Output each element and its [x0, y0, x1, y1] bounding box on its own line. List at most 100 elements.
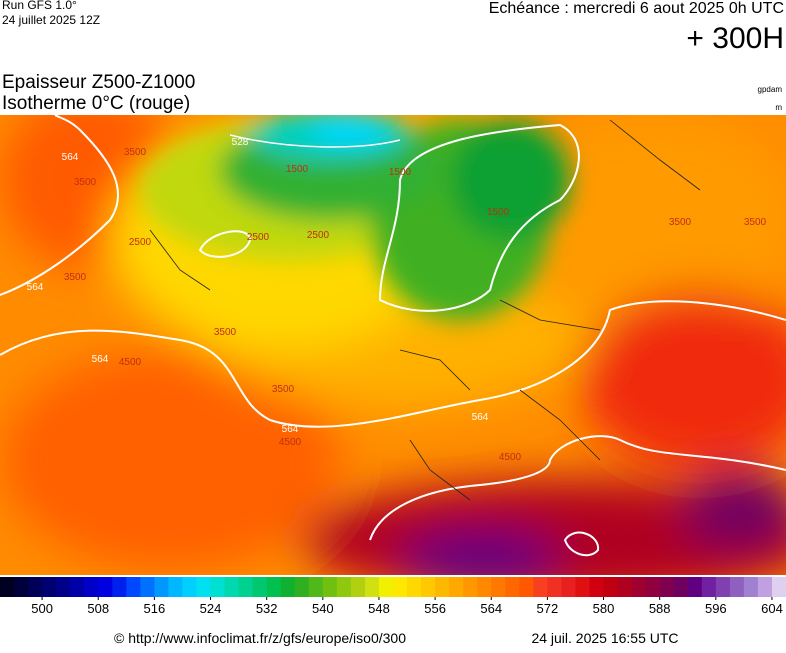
- colorbar-swatch: [196, 577, 212, 597]
- colorbar-swatch: [533, 577, 548, 597]
- colorbar-swatch: [757, 577, 773, 597]
- colorbar-swatch: [378, 577, 394, 597]
- contour-label: 4500: [119, 357, 142, 368]
- colorbar-tick-label: 580: [593, 601, 615, 616]
- contour-label: 4500: [499, 452, 522, 463]
- colorbar-swatch: [589, 577, 605, 597]
- colorbar-swatch: [322, 577, 338, 597]
- contour-label: 564: [62, 152, 79, 163]
- contour-label: 2500: [247, 232, 270, 243]
- contour-label: 3500: [74, 177, 97, 188]
- contour-label: 564: [472, 412, 489, 423]
- colorbar-swatch: [112, 577, 127, 597]
- colorbar-tick-label: 508: [87, 601, 109, 616]
- valid-time: Echéance : mercredi 6 aout 2025 0h UTC: [489, 0, 784, 17]
- map: 564 564 564 564 564 528 3500 3500 3500 3500 3500 25…: [0, 115, 786, 575]
- contour-label: 564: [27, 282, 44, 293]
- colorbar-tick-label: 556: [424, 601, 446, 616]
- colorbar-swatch: [729, 577, 745, 597]
- colorbar-swatch: [350, 577, 366, 597]
- run-date: 24 juillet 2025 12Z: [2, 13, 100, 27]
- colorbar-swatch: [393, 577, 408, 597]
- colorbar-swatch: [14, 577, 29, 597]
- contour-label: 2500: [307, 230, 330, 241]
- colorbar-swatch: [126, 577, 141, 597]
- colorbar-swatch: [659, 577, 675, 597]
- colorbar-swatch: [70, 577, 85, 597]
- colorbar-swatch: [575, 577, 590, 597]
- colorbar-tick-label: 532: [256, 601, 278, 616]
- colorbar-swatch: [364, 577, 380, 597]
- colorbar-tick-label: 604: [761, 601, 783, 616]
- contour-label: 1500: [389, 167, 412, 178]
- colorbar-swatch: [210, 577, 226, 597]
- colorbar-tick-label: 516: [144, 601, 166, 616]
- colorbar-swatch: [84, 577, 99, 597]
- contour-label: 1500: [286, 164, 309, 175]
- colorbar-tick-label: 524: [200, 601, 222, 616]
- colorbar-swatch: [701, 577, 717, 597]
- colorbar-swatch: [56, 577, 71, 597]
- contour-label: 528: [232, 137, 249, 148]
- colorbar-swatch: [252, 577, 268, 597]
- colorbar-swatch: [491, 577, 506, 597]
- colorbar-swatch: [407, 577, 422, 597]
- title-isotherm: Isotherme 0°C (rouge): [2, 93, 190, 114]
- colorbar-tick-label: 540: [312, 601, 334, 616]
- colorbar-tick-label: 588: [649, 601, 671, 616]
- run-label: Run GFS 1.0°: [2, 0, 77, 12]
- colorbar-swatch: [687, 577, 703, 597]
- unit-m: m: [775, 103, 782, 112]
- colorbar-swatch: [505, 577, 520, 597]
- contour-label: 4500: [279, 437, 302, 448]
- colorbar-swatch: [238, 577, 254, 597]
- colorbar-swatch: [421, 577, 436, 597]
- colorbar-swatch: [168, 577, 183, 597]
- contour-label: 3500: [124, 147, 147, 158]
- lead-time: + 300H: [686, 22, 784, 55]
- colorbar-swatch: [266, 577, 282, 597]
- colorbar-swatch: [154, 577, 169, 597]
- colorbar-swatch: [645, 577, 661, 597]
- contour-label: 3500: [669, 217, 692, 228]
- colorbar-tick-label: 500: [31, 601, 53, 616]
- colorbar-swatch: [98, 577, 113, 597]
- colorbar-swatch: [617, 577, 633, 597]
- colorbar-tick-label: 596: [705, 601, 727, 616]
- colorbar-swatch: [435, 577, 450, 597]
- colorbar-swatch: [715, 577, 731, 597]
- colorbar-swatch: [0, 577, 15, 597]
- contour-label: 2500: [129, 237, 152, 248]
- colorbar-swatch: [561, 577, 576, 597]
- contour-label: 3500: [214, 327, 237, 338]
- colorbar-swatch: [28, 577, 43, 597]
- colorbar-swatch: [42, 577, 57, 597]
- contour-label: 564: [282, 424, 299, 435]
- footer-generated: 24 juil. 2025 16:55 UTC: [531, 630, 678, 646]
- colorbar-tick-label: 564: [480, 601, 502, 616]
- unit-gpdam: gpdam: [758, 85, 783, 94]
- colorbar-swatch: [603, 577, 619, 597]
- colorbar-swatch: [336, 577, 352, 597]
- colorbar-swatch: [308, 577, 324, 597]
- title-thickness: Epaisseur Z500-Z1000: [2, 72, 195, 93]
- colorbar-swatch: [743, 577, 759, 597]
- colorbar-swatch: [519, 577, 534, 597]
- colorbar-swatch: [547, 577, 562, 597]
- contour-label: 564: [92, 354, 109, 365]
- colorbar-swatch: [280, 577, 296, 597]
- colorbar-swatch: [477, 577, 492, 597]
- contour-label: 3500: [64, 272, 87, 283]
- colorbar-swatch: [463, 577, 478, 597]
- contour-label: 3500: [744, 217, 767, 228]
- colorbar-swatch: [449, 577, 464, 597]
- colorbar-swatch: [673, 577, 689, 597]
- contour-label: 3500: [272, 384, 295, 395]
- colorbar-tick-label: 572: [537, 601, 559, 616]
- colorbar-swatch: [771, 577, 786, 597]
- contour-label: 1500: [487, 207, 510, 218]
- colorbar-swatch: [294, 577, 310, 597]
- colorbar-swatch: [224, 577, 240, 597]
- colorbar-swatch: [182, 577, 197, 597]
